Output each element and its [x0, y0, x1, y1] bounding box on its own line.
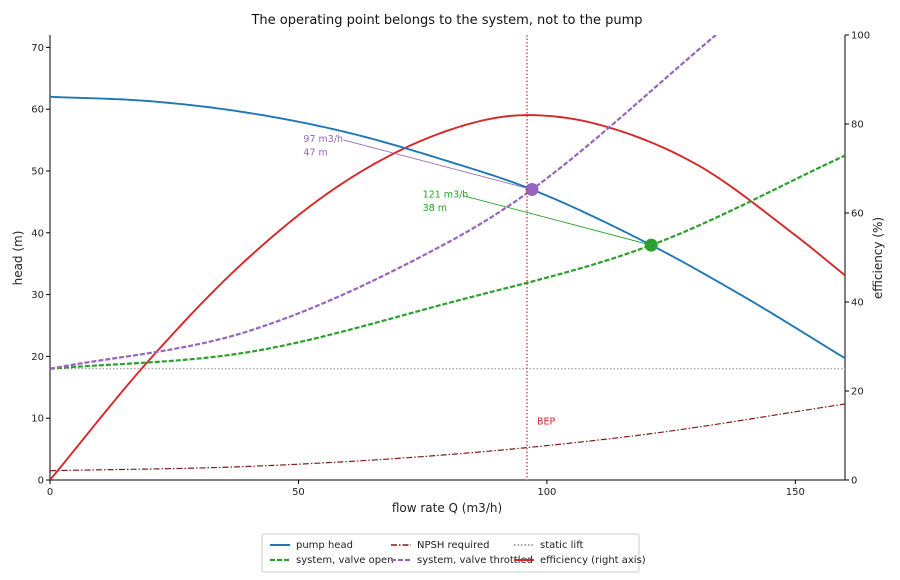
y2-tick-label: 40	[851, 298, 864, 309]
operating-point-leader	[462, 195, 652, 246]
y-tick-label: 60	[31, 105, 44, 116]
chart-title: The operating point belongs to the syste…	[250, 13, 642, 28]
y2-tick-label: 80	[851, 120, 864, 131]
legend-label: NPSH required	[417, 540, 489, 551]
y-tick-label: 40	[31, 228, 44, 239]
legend-label: pump head	[296, 540, 353, 551]
y2-tick-label: 20	[851, 387, 864, 398]
series-npsh-required	[50, 403, 845, 472]
y-tick-label: 10	[31, 414, 44, 425]
y-tick-label: 30	[31, 290, 44, 301]
x-tick-label: 50	[292, 487, 305, 498]
y-tick-label: 70	[31, 43, 44, 54]
operating-point-label: 38 m	[423, 203, 447, 214]
legend-label: system, valve throttled	[417, 555, 533, 566]
x-axis-label: flow rate Q (m3/h)	[392, 501, 502, 515]
operating-point-marker	[525, 183, 539, 197]
y2-tick-label: 60	[851, 209, 864, 220]
plot-area: 0 50 100 150 0 10 20 30 40 50 60 70 0 20 40 60 80 100 97 m…	[31, 31, 870, 499]
operating-point-leader	[343, 139, 533, 190]
y-tick-label: 0	[38, 476, 44, 487]
series-group	[50, 35, 845, 480]
operating-point-marker	[644, 238, 658, 252]
y-axis-label: head (m)	[11, 231, 25, 286]
x-tick-label: 0	[47, 487, 53, 498]
bep-label: BEP	[537, 416, 556, 427]
x-tick-label: 150	[786, 487, 805, 498]
y2-tick-label: 0	[851, 476, 857, 487]
operating-point-label: 97 m3/h	[303, 134, 343, 145]
series-system-valve-open	[50, 154, 845, 370]
legend: pump head NPSH required static lift system,…	[261, 533, 646, 573]
series-efficiency-right-axis	[50, 114, 845, 480]
operating-point-label: 47 m	[303, 147, 327, 158]
x-tick-label: 100	[537, 487, 556, 498]
y-tick-label: 20	[31, 352, 44, 363]
operating-point-label: 121 m3/h	[423, 190, 469, 201]
y-tick-label: 50	[31, 166, 44, 177]
series-system-valve-throttled	[50, 35, 717, 370]
series-pump-head	[50, 95, 845, 360]
legend-label: static lift	[540, 540, 584, 551]
y2-axis-label: efficiency (%)	[871, 217, 885, 299]
legend-label: efficiency (right axis)	[540, 555, 646, 566]
legend-label: system, valve open	[296, 555, 394, 566]
y2-tick-label: 100	[851, 31, 870, 42]
legend-box	[261, 533, 640, 573]
